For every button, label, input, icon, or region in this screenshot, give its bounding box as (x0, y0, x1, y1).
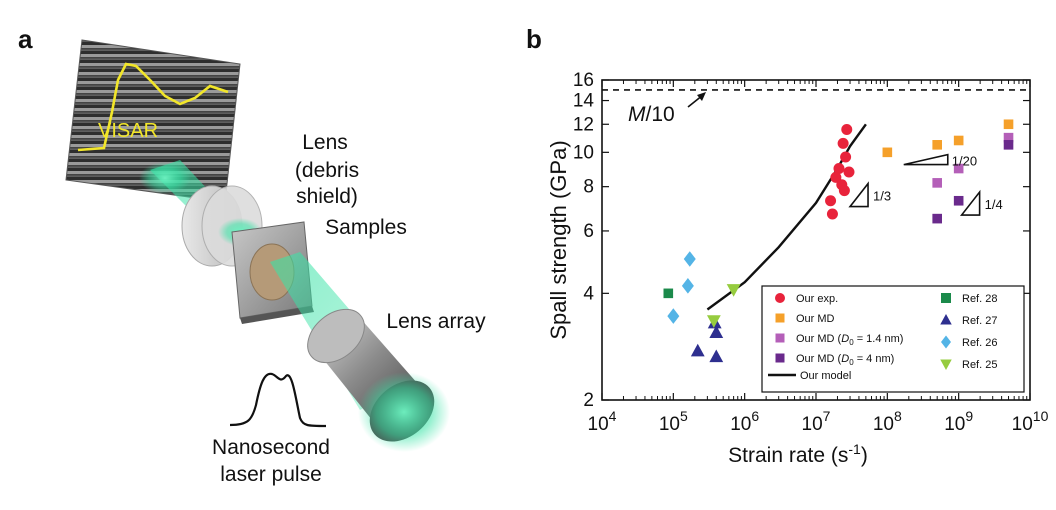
legend-marker (940, 314, 952, 325)
slope-label: 1/3 (873, 189, 891, 204)
data-point (830, 171, 842, 183)
data-point (825, 195, 837, 207)
m-over-10-arrowhead (697, 92, 706, 101)
legend-marker (775, 353, 785, 363)
data-point (932, 140, 942, 150)
legend-entry-label: Our exp. (796, 293, 838, 305)
lens-label-line2: (debris shield) (294, 159, 360, 209)
x-axis-label: Strain rate (s-1) (728, 441, 868, 467)
visar-label: VISAR (98, 120, 159, 142)
data-point (826, 208, 838, 220)
data-point (1003, 119, 1014, 130)
data-point (953, 135, 964, 146)
slope-triangle (848, 181, 869, 208)
y-tick-label: 4 (583, 283, 594, 304)
slope-triangle (959, 189, 981, 216)
legend-marker (775, 333, 785, 343)
y-tick-label: 2 (583, 390, 594, 411)
legend-marker (775, 293, 785, 303)
pulse-label-line1: Nanosecond (212, 436, 330, 459)
data-point (841, 123, 853, 135)
y-tick-label: 6 (583, 221, 594, 242)
data-point (932, 178, 942, 188)
legend-entry-label: Ref. 25 (962, 359, 997, 371)
m-over-10-label: M/10 (628, 103, 675, 126)
legend-entry-label: Ref. 26 (962, 337, 997, 349)
x-tick-label: 104 (588, 408, 617, 435)
data-point (953, 163, 964, 174)
data-point (953, 195, 964, 206)
data-point (681, 278, 694, 294)
y-tick-label: 8 (583, 177, 594, 198)
our-model-line (706, 123, 867, 311)
x-tick-label: 105 (659, 408, 688, 435)
x-tick-label: 108 (873, 408, 902, 435)
y-tick-label: 10 (573, 142, 594, 163)
visar-velocity-trace (77, 62, 229, 152)
data-point (709, 325, 724, 338)
lens-label-line1: Lens (302, 131, 348, 154)
legend-entry-label: Ref. 28 (962, 293, 997, 305)
y-axis-label: Spall strength (GPa) (546, 140, 571, 339)
data-point (932, 213, 942, 224)
legend-marker (941, 293, 951, 303)
panel-b-label: b (526, 24, 542, 54)
legend-entry-label: Our MD (D0 = 4 nm) (796, 353, 894, 367)
y-tick-label: 12 (573, 114, 594, 135)
data-point (833, 163, 845, 175)
slope-triangle (903, 153, 949, 166)
legend-entry-label: Our MD (D0 = 1.4 nm) (796, 333, 903, 347)
data-point (882, 147, 893, 158)
data-point (690, 343, 705, 357)
data-point (667, 308, 680, 324)
data-point (843, 166, 855, 178)
data-point (1003, 140, 1014, 150)
lens-array-label: Lens array (386, 310, 486, 333)
laser-pulse-shape (229, 372, 327, 428)
legend-box (761, 285, 1025, 393)
legend-entry-label: Our MD (796, 313, 835, 325)
data-point (706, 315, 721, 328)
data-point (709, 349, 724, 363)
slope-label: 1/20 (952, 154, 977, 169)
y-tick-label: 14 (573, 91, 595, 112)
schematic-illustration (65, 39, 450, 452)
pulse-label-line2: laser pulse (220, 463, 322, 486)
data-point (838, 185, 850, 197)
slope-label: 1/4 (985, 197, 1003, 212)
data-point (840, 151, 852, 163)
data-point (726, 284, 741, 297)
y-tick-label: 16 (573, 70, 594, 91)
samples-label: Samples (325, 216, 407, 239)
data-point (683, 251, 696, 267)
data-point (1003, 132, 1014, 143)
x-tick-label: 109 (944, 408, 973, 435)
legend-marker (940, 359, 952, 370)
legend-entry-label: Ref. 27 (962, 315, 997, 327)
legend-marker (941, 335, 951, 349)
data-point (663, 288, 674, 299)
x-tick-label: 1010 (1012, 408, 1049, 435)
legend-entry-label: Our model (800, 370, 851, 382)
x-tick-label: 107 (802, 408, 831, 435)
legend-marker (775, 313, 785, 323)
x-tick-label: 106 (730, 408, 759, 435)
data-point (837, 137, 849, 149)
panel-a-label: a (18, 24, 33, 54)
